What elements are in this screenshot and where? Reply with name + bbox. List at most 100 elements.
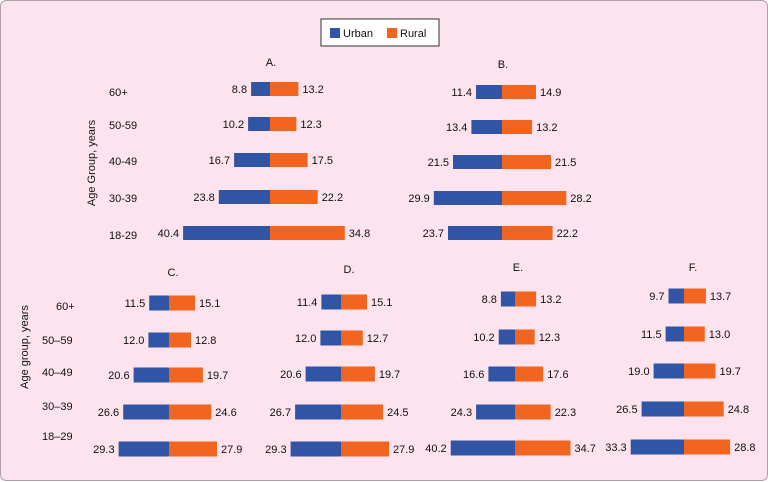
data-label-rural: 13.2 <box>302 84 323 96</box>
bar-layer: 8.8 13.2 10.2 12.3 16.7 17.5 23.8 22.2 40.4 34.8 1… <box>93 82 756 457</box>
category-label-top: 18-29 <box>109 230 137 242</box>
category-label-top: 60+ <box>109 87 128 99</box>
bar-rural <box>515 291 537 307</box>
data-label-rural: 34.7 <box>575 443 596 455</box>
bar-rural <box>515 366 544 382</box>
data-label-urban: 11.5 <box>641 329 662 341</box>
panel-c-title: C. <box>168 267 179 279</box>
data-label-urban: 23.7 <box>423 228 444 240</box>
legend-swatch-rural <box>387 28 397 38</box>
panel-f-title: F. <box>689 262 698 274</box>
data-label-urban: 11.4 <box>297 297 318 309</box>
bar-rural <box>169 332 191 348</box>
data-label-rural: 13.2 <box>540 294 561 306</box>
bar-rural <box>169 404 212 420</box>
bar-urban <box>476 404 515 420</box>
legend-box <box>320 18 440 47</box>
data-label-rural: 13.0 <box>709 329 730 341</box>
bar-urban <box>641 401 684 417</box>
bar-rural <box>270 117 297 131</box>
data-label-rural: 22.2 <box>557 228 578 240</box>
data-label-urban: 12.0 <box>295 333 316 345</box>
bar-urban <box>433 191 502 205</box>
bar-rural <box>270 190 318 204</box>
panel-e-title: E. <box>513 262 523 274</box>
data-label-rural: 27.9 <box>393 444 414 456</box>
data-label-rural: 27.9 <box>221 444 242 456</box>
bar-rural <box>684 288 706 304</box>
category-label-bottom: 60+ <box>56 301 75 313</box>
bar-rural <box>169 441 217 457</box>
bar-urban <box>471 120 502 134</box>
bar-rural <box>270 153 308 167</box>
data-label-urban: 33.3 <box>605 442 626 454</box>
data-label-urban: 26.5 <box>616 404 637 416</box>
data-label-urban: 11.5 <box>125 298 146 310</box>
data-label-urban: 13.4 <box>446 122 467 134</box>
bar-rural <box>502 120 533 134</box>
bar-urban <box>149 295 169 311</box>
bottom-y-axis-title: Age group, years <box>19 305 31 389</box>
bar-rural <box>502 191 567 205</box>
data-label-urban: 9.7 <box>649 291 664 303</box>
bar-urban <box>248 117 270 131</box>
data-label-urban: 16.7 <box>209 155 230 167</box>
data-label-rural: 12.3 <box>539 332 560 344</box>
panel-a-title: A. <box>266 57 276 69</box>
data-label-urban: 20.6 <box>108 370 129 382</box>
bar-urban <box>148 332 169 348</box>
data-label-rural: 28.2 <box>570 193 591 205</box>
bar-rural <box>341 404 384 420</box>
bar-rural <box>684 401 724 417</box>
bar-rural <box>684 439 731 455</box>
bar-rural <box>502 85 536 99</box>
data-label-rural: 15.1 <box>199 298 220 310</box>
bar-urban <box>653 363 684 379</box>
data-label-rural: 24.8 <box>728 404 749 416</box>
bar-rural <box>341 294 367 310</box>
data-label-urban: 8.8 <box>482 294 497 306</box>
data-label-rural: 15.1 <box>371 297 392 309</box>
category-label-top: 30-39 <box>109 193 137 205</box>
bar-rural <box>341 330 363 346</box>
category-label-bottom: 18–29 <box>42 431 73 443</box>
bar-rural <box>684 326 705 342</box>
bar-rural <box>169 295 195 311</box>
data-label-rural: 14.9 <box>540 87 561 99</box>
data-label-rural: 12.8 <box>195 335 216 347</box>
bar-urban <box>305 366 341 382</box>
data-label-urban: 24.3 <box>451 407 472 419</box>
bar-urban <box>500 291 515 307</box>
data-label-urban: 10.2 <box>223 119 244 131</box>
legend-label-urban: Urban <box>343 28 373 40</box>
bar-urban <box>234 153 270 167</box>
panel-d-title: D. <box>344 264 355 276</box>
data-label-urban: 29.3 <box>265 444 286 456</box>
data-label-rural: 19.7 <box>720 366 741 378</box>
bar-rural <box>502 155 551 169</box>
data-label-urban: 26.7 <box>270 407 291 419</box>
category-label-top: 40-49 <box>109 156 137 168</box>
data-label-urban: 19.0 <box>628 366 649 378</box>
data-label-rural: 19.7 <box>207 370 228 382</box>
data-label-rural: 21.5 <box>555 157 576 169</box>
panel-b-title: B. <box>498 59 508 71</box>
bar-rural <box>341 366 375 382</box>
category-label-bottom: 40–49 <box>42 367 73 379</box>
bar-urban <box>498 329 515 345</box>
bar-urban <box>668 288 684 304</box>
bar-rural <box>684 363 716 379</box>
category-label-bottom: 30–39 <box>42 401 73 413</box>
bar-urban <box>320 330 341 346</box>
data-label-urban: 29.9 <box>408 193 429 205</box>
data-label-urban: 10.2 <box>473 332 494 344</box>
bar-rural <box>515 329 535 345</box>
bar-rural <box>270 82 299 96</box>
data-label-urban: 21.5 <box>428 157 449 169</box>
bar-urban <box>450 440 515 456</box>
bar-urban <box>665 326 684 342</box>
bar-urban <box>123 404 169 420</box>
data-label-rural: 17.6 <box>547 369 568 381</box>
legend-swatch-urban <box>330 28 340 38</box>
